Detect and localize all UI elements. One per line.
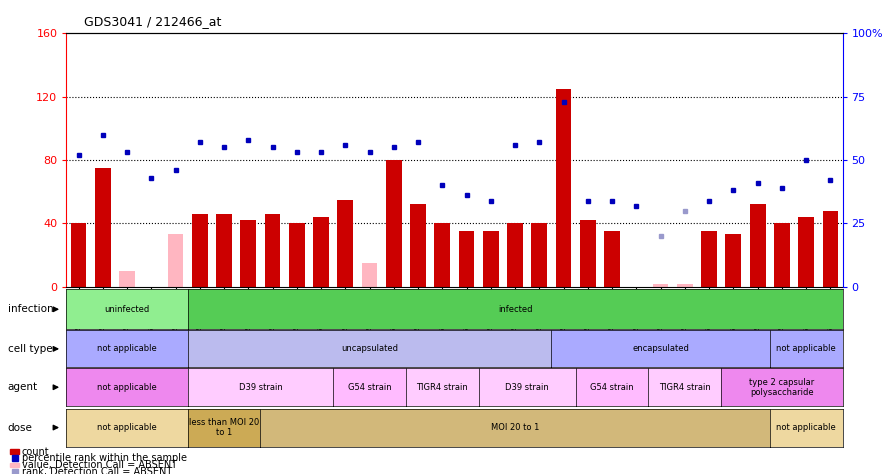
Text: rank, Detection Call = ABSENT: rank, Detection Call = ABSENT (22, 466, 173, 474)
Text: uncapsulated: uncapsulated (341, 345, 398, 353)
Text: percentile rank within the sample: percentile rank within the sample (22, 453, 187, 464)
Bar (119, 271, 135, 287)
Text: cell type: cell type (8, 344, 52, 354)
Bar (410, 204, 426, 287)
Bar (435, 223, 450, 287)
Bar (556, 89, 572, 287)
Bar (10, 463, 19, 467)
Text: G54 strain: G54 strain (590, 383, 634, 392)
Bar (313, 217, 329, 287)
Text: agent: agent (8, 382, 38, 392)
Bar (192, 214, 208, 287)
Text: G54 strain: G54 strain (348, 383, 391, 392)
Text: not applicable: not applicable (97, 345, 157, 353)
Text: less than MOI 20
to 1: less than MOI 20 to 1 (189, 418, 259, 437)
Text: D39 strain: D39 strain (505, 383, 549, 392)
Bar (677, 283, 693, 287)
Text: infected: infected (498, 305, 533, 314)
Bar (289, 223, 304, 287)
Bar (216, 214, 232, 287)
Text: TIGR4 strain: TIGR4 strain (659, 383, 711, 392)
Bar (653, 283, 668, 287)
Bar (241, 220, 256, 287)
Text: not applicable: not applicable (776, 345, 836, 353)
Text: D39 strain: D39 strain (239, 383, 282, 392)
Bar (71, 223, 87, 287)
Bar (95, 168, 111, 287)
Bar (822, 210, 838, 287)
Bar (337, 200, 353, 287)
Bar (750, 204, 766, 287)
Bar (604, 231, 620, 287)
Text: infection: infection (8, 304, 53, 314)
Text: TIGR4 strain: TIGR4 strain (417, 383, 468, 392)
Text: uninfected: uninfected (104, 305, 150, 314)
Bar (798, 217, 814, 287)
Text: not applicable: not applicable (776, 423, 836, 432)
Bar (483, 231, 499, 287)
Text: not applicable: not applicable (97, 423, 157, 432)
Bar (362, 263, 377, 287)
Bar (507, 223, 523, 287)
Bar (458, 231, 474, 287)
Bar (774, 223, 789, 287)
Bar (701, 231, 717, 287)
Bar (532, 223, 547, 287)
Text: count: count (22, 447, 50, 457)
Bar (265, 214, 281, 287)
Bar (167, 235, 183, 287)
Bar (580, 220, 596, 287)
Text: dose: dose (8, 422, 33, 433)
Text: MOI 20 to 1: MOI 20 to 1 (491, 423, 539, 432)
Text: encapsulated: encapsulated (632, 345, 689, 353)
Bar (10, 449, 19, 454)
Bar (386, 160, 402, 287)
Bar (726, 235, 742, 287)
Text: GDS3041 / 212466_at: GDS3041 / 212466_at (84, 16, 221, 28)
Text: not applicable: not applicable (97, 383, 157, 392)
Text: value, Detection Call = ABSENT: value, Detection Call = ABSENT (22, 460, 177, 470)
Text: type 2 capsular
polysaccharide: type 2 capsular polysaccharide (750, 378, 814, 397)
